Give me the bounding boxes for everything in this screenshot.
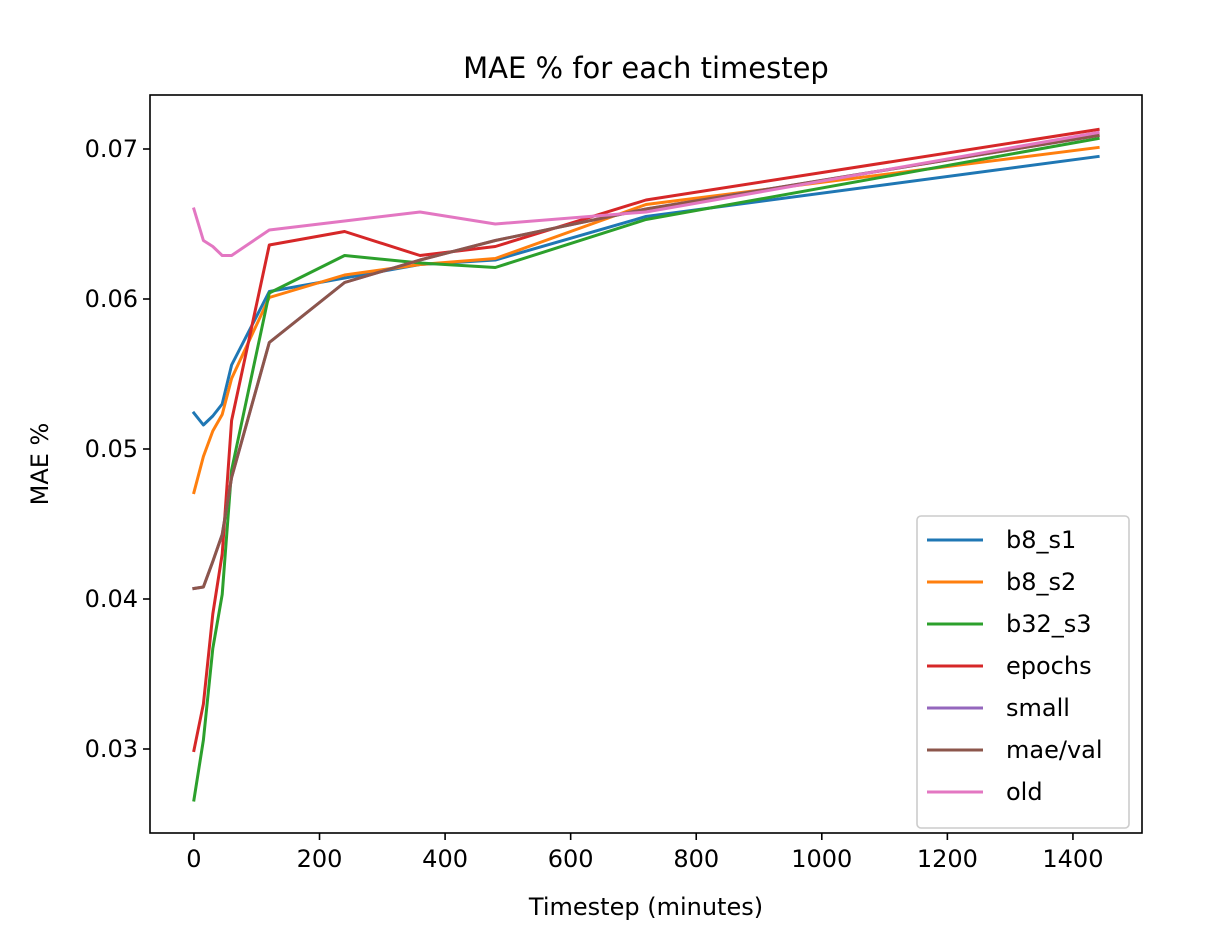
legend-label: small (1006, 694, 1070, 722)
y-tick-label: 0.05 (85, 435, 138, 463)
series-line-b32-s3 (192, 136, 1100, 802)
plot-area (191, 127, 1100, 802)
legend-label: mae/val (1006, 736, 1103, 764)
y-tick-label: 0.07 (85, 135, 138, 163)
x-tick-label: 200 (297, 845, 343, 873)
y-axis-label: MAE % (26, 423, 54, 506)
legend-label: b32_s3 (1006, 610, 1092, 638)
series-line-mae-val (192, 133, 1100, 591)
x-tick-label: 400 (422, 845, 468, 873)
legend-label: b8_s1 (1006, 526, 1076, 554)
x-tick-label: 800 (673, 845, 719, 873)
x-tick-label: 1200 (917, 845, 978, 873)
axes-frame (149, 94, 1143, 834)
x-tick-label: 600 (548, 845, 594, 873)
x-tick-label: 0 (186, 845, 201, 873)
y-tick-label: 0.03 (85, 735, 138, 763)
legend-label: epochs (1006, 652, 1092, 680)
legend-label: old (1006, 778, 1043, 806)
y-tick-label: 0.04 (85, 585, 138, 613)
legend-label: b8_s2 (1006, 568, 1076, 596)
series-line-old (192, 130, 1100, 257)
x-tick-label: 1400 (1042, 845, 1103, 873)
x-axis-label: Timestep (minutes) (528, 893, 763, 921)
x-tick-label: 1000 (791, 845, 852, 873)
y-axis-ticks: 0.03 0.04 0.05 0.06 0.07 (85, 135, 150, 763)
x-axis-ticks: 0 200 400 600 800 1000 1200 1400 (186, 833, 1103, 873)
chart-title: MAE % for each timestep (463, 51, 829, 85)
series-line-b8-s1 (191, 154, 1100, 427)
y-tick-label: 0.06 (85, 285, 138, 313)
